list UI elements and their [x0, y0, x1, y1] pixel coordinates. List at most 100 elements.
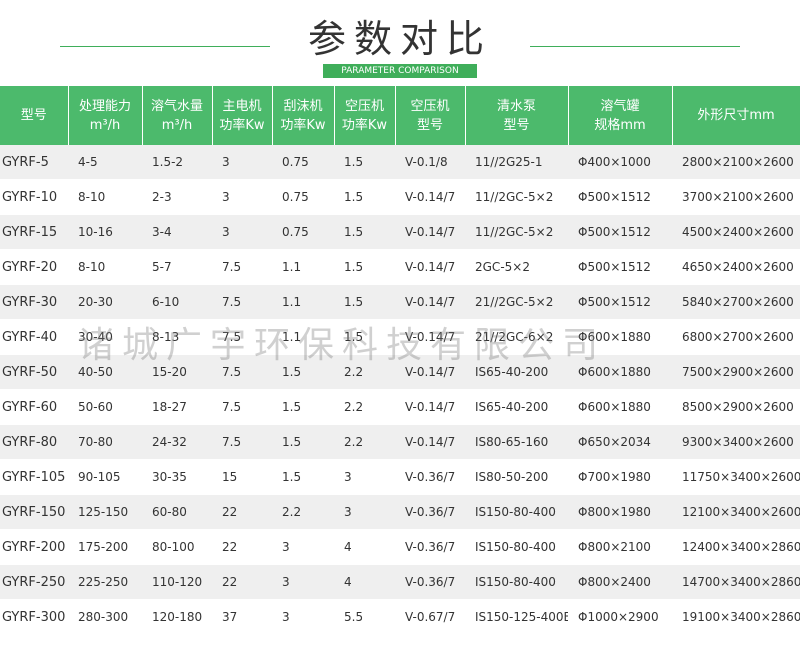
- table-cell: GYRF-40: [0, 319, 68, 355]
- table-row: GYRF-300 280-300 120-180 37 3 5.5 V-0.67/7 IS15…: [0, 599, 800, 635]
- table-cell: 21//2GC-5×2: [465, 284, 568, 320]
- table-cell: V-0.14/7: [395, 319, 465, 355]
- header-text: 溶气罐: [600, 98, 640, 114]
- table-cell: 6800×2700×2600: [672, 319, 800, 355]
- table-cell: 14700×3400×2860: [672, 564, 800, 600]
- table-cell: GYRF-250: [0, 564, 68, 600]
- table-cell: IS65-40-200: [465, 354, 568, 390]
- header-text: 处理能力: [78, 98, 131, 114]
- header-cell: 溶气水量 m³/h: [142, 86, 213, 145]
- table-cell: 11750×3400×2600: [672, 459, 800, 495]
- header-row: 型号 处理能力 m³/h 溶气水量 m³/h 主电机 功率Kw 刮沫机 功率Kw 空压机 功率Kw 空…: [0, 86, 800, 145]
- table-cell: GYRF-20: [0, 249, 68, 285]
- table-row: GYRF-40 30-40 8-13 7.5 1.1 1.5 V-0.14/7 21//2GC…: [0, 319, 800, 355]
- table-cell: 2.2: [334, 354, 395, 390]
- table-cell: 1.5: [272, 459, 334, 495]
- table-cell: 7500×2900×2600: [672, 354, 800, 390]
- header-cell: 溶气罐规格mm: [568, 86, 673, 145]
- table-cell: 90-105: [68, 459, 142, 495]
- table-cell: Φ800×1980: [568, 494, 672, 530]
- table-cell: V-0.14/7: [395, 389, 465, 425]
- table-cell: 0.75: [272, 179, 334, 215]
- table-cell: GYRF-30: [0, 284, 68, 320]
- table-cell: Φ500×1512: [568, 284, 672, 320]
- table-row: GYRF-150 125-150 60-80 22 2.2 3 V-0.36/7 IS150-…: [0, 494, 800, 530]
- table-cell: 6-10: [142, 284, 212, 320]
- title: 参数对比: [307, 17, 492, 61]
- table-cell: IS150-80-400: [465, 564, 568, 600]
- table-cell: 21//2GC-6×2: [465, 319, 568, 355]
- header-text: 规格mm: [594, 117, 646, 133]
- table-cell: GYRF-15: [0, 214, 68, 250]
- table-cell: 2-3: [142, 179, 212, 215]
- table-row: GYRF-30 20-30 6-10 7.5 1.1 1.5 V-0.14/7 21//2GC…: [0, 284, 800, 320]
- table-cell: 50-60: [68, 389, 142, 425]
- table-cell: 22: [212, 564, 272, 600]
- header-cell: 刮沫机 功率Kw: [272, 86, 335, 145]
- header-text: 型号: [416, 117, 443, 133]
- table-cell: 2.2: [272, 494, 334, 530]
- header-cell: 处理能力 m³/h: [68, 86, 143, 145]
- table-cell: 20-30: [68, 284, 142, 320]
- table-row: GYRF-250 225-250 110-120 22 3 4 V-0.36/7 IS150-…: [0, 564, 800, 600]
- table-cell: 60-80: [142, 494, 212, 530]
- table-cell: GYRF-5: [0, 145, 68, 180]
- table-cell: 8-10: [68, 249, 142, 285]
- header-cell: 主电机 功率Kw: [212, 86, 273, 145]
- table-cell: 11//2GC-5×2: [465, 179, 568, 215]
- table-cell: Φ800×2400: [568, 564, 672, 600]
- table-cell: 1.5: [272, 424, 334, 460]
- table-cell: 11//2GC-5×2: [465, 214, 568, 250]
- table-cell: 22: [212, 494, 272, 530]
- table-cell: 2800×2100×2600: [672, 145, 800, 180]
- header-text: 功率Kw: [280, 117, 326, 133]
- table-cell: 7.5: [212, 319, 272, 355]
- table-row: GYRF-105 90-105 30-35 15 1.5 3 V-0.36/7 IS80-50…: [0, 459, 800, 495]
- table-cell: Φ800×2100: [568, 529, 672, 565]
- table-cell: 225-250: [68, 564, 142, 600]
- table-cell: 1.5: [272, 389, 334, 425]
- table-row: GYRF-200 175-200 80-100 22 3 4 V-0.36/7 IS150-8…: [0, 529, 800, 565]
- header-text: 功率Kw: [341, 117, 388, 133]
- table-cell: V-0.36/7: [395, 494, 465, 530]
- header-text: m³/h: [89, 117, 121, 133]
- table-cell: 0.75: [272, 145, 334, 180]
- table-cell: IS150-80-400: [465, 494, 568, 530]
- table-cell: 22: [212, 529, 272, 565]
- table-cell: 1.5: [334, 179, 395, 215]
- table-cell: 12400×3400×2860: [672, 529, 800, 565]
- header-cell: 型号: [0, 86, 69, 145]
- table-cell: 4: [334, 529, 395, 565]
- table-cell: Φ600×1880: [568, 319, 672, 355]
- table-cell: V-0.1/8: [395, 145, 465, 180]
- table-cell: V-0.36/7: [395, 459, 465, 495]
- table-cell: 3-4: [142, 214, 212, 250]
- header-text: 空压机: [344, 98, 384, 114]
- table-cell: V-0.14/7: [395, 284, 465, 320]
- table-cell: V-0.14/7: [395, 424, 465, 460]
- table-cell: V-0.36/7: [395, 564, 465, 600]
- table-cell: 8500×2900×2600: [672, 389, 800, 425]
- table-cell: 5.5: [334, 599, 395, 635]
- header-cell: 空压机 型号: [395, 86, 466, 145]
- table-cell: 10-16: [68, 214, 142, 250]
- table-cell: 2.2: [334, 424, 395, 460]
- table-cell: 40-50: [68, 354, 142, 390]
- table-cell: 5840×2700×2600: [672, 284, 800, 320]
- table-cell: 80-100: [142, 529, 212, 565]
- subtitle: PARAMETER COMPARISON: [323, 64, 477, 78]
- table-cell: IS65-40-200: [465, 389, 568, 425]
- table-cell: IS150-80-400: [465, 529, 568, 565]
- table-cell: 1.5: [334, 319, 395, 355]
- table-cell: 110-120: [142, 564, 212, 600]
- header-text: m³/h: [161, 117, 193, 133]
- table-cell: 70-80: [68, 424, 142, 460]
- table-cell: 3: [212, 214, 272, 250]
- table-cell: 19100×3400×2860: [672, 599, 800, 635]
- header-cell: 外形尺寸mm: [672, 86, 800, 145]
- header-text: 外形尺寸mm: [697, 108, 775, 123]
- table-row: GYRF-50 40-50 15-20 7.5 1.5 2.2 V-0.14/7 IS65-4…: [0, 354, 800, 390]
- table-cell: Φ700×1980: [568, 459, 672, 495]
- table-body: GYRF-5 4-5 1.5-2 3 0.75 1.5 V-0.1/8 11//2G25-1 Φ…: [0, 145, 800, 635]
